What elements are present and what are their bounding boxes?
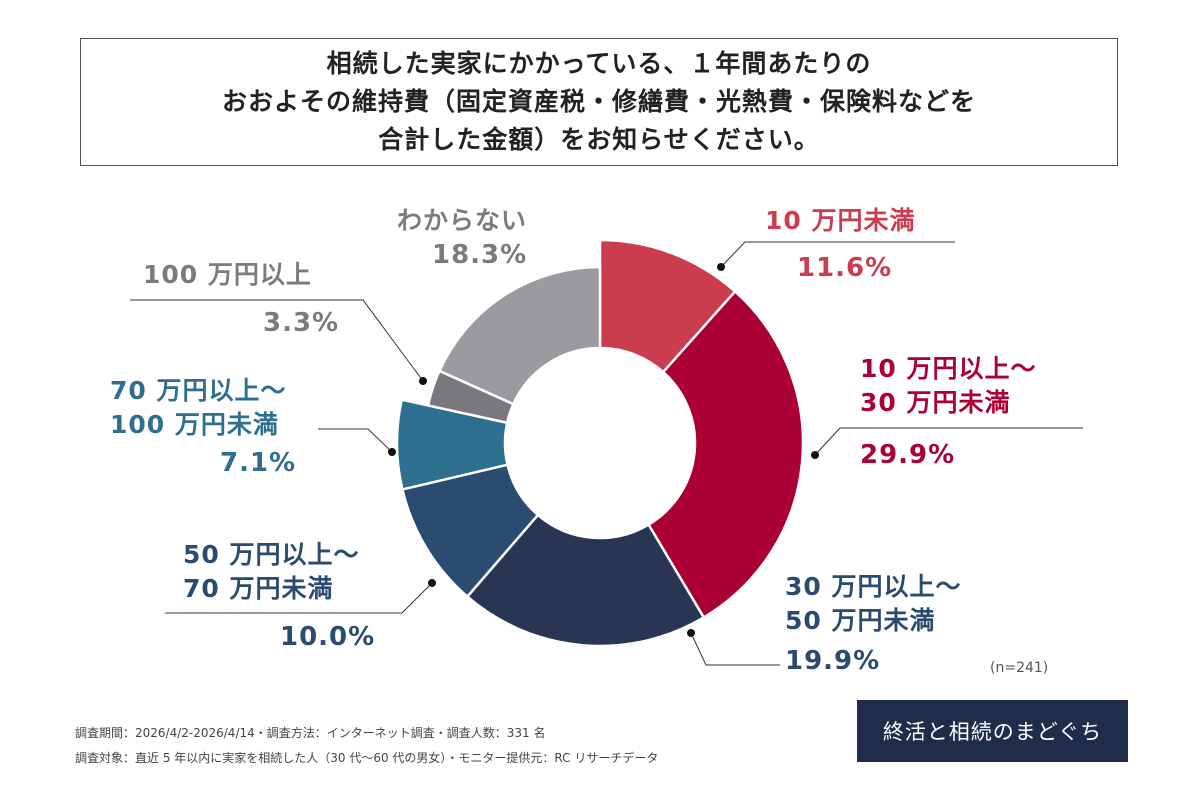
slice-7 [437, 265, 602, 406]
label-50-70-l1: 50 万円以上～ [183, 540, 360, 569]
label-under10: 10 万円未満 [765, 206, 916, 235]
label-30-50-l1: 30 万円以上～ [785, 572, 962, 601]
pct-30-50: 19.9% [785, 646, 881, 676]
slice-2 [646, 289, 805, 620]
brand-logo: 終活と相続のまどぐち [857, 700, 1128, 762]
label-unknown: わからない [397, 206, 528, 235]
title-line: おおよその維持費（固定資産税・修繕費・光熱費・保険料などを [221, 87, 976, 116]
pct-under10: 11.6% [797, 253, 893, 283]
leader-dots [388, 263, 819, 637]
label-over100: 100 万円以上 [143, 260, 312, 289]
leader-line [130, 299, 424, 382]
slice-5 [395, 398, 510, 491]
label-70-100-l2: 100 万円未満 [110, 410, 279, 439]
question-title: 相続した実家にかかっている、１年間あたりの おおよその維持費（固定資産税・修繕費… [80, 38, 1118, 166]
pct-10-30: 29.9% [860, 440, 956, 470]
label-10-30-l1: 10 万円以上～ [860, 354, 1037, 383]
sample-size: (n=241) [990, 660, 1049, 676]
label-70-100-l1: 70 万円以上～ [110, 376, 287, 405]
footer-survey-period: 調査期間：2026/4/2-2026/4/14・調査方法：インターネット調査・調… [75, 726, 546, 740]
label-10-30-l2: 30 万円未満 [860, 388, 1011, 417]
pct-over100: 3.3% [263, 308, 340, 338]
footer-survey-target: 調査対象：直近 5 年以内に実家を相続した人（30 代～60 代の男女）・モニタ… [75, 751, 659, 765]
leader-line [318, 428, 393, 453]
pct-50-70: 10.0% [280, 622, 376, 652]
title-line: 相続した実家にかかっている、１年間あたりの [326, 49, 872, 78]
leader-line [165, 582, 433, 614]
leader-line [720, 241, 955, 268]
pct-unknown: 18.3% [432, 240, 528, 270]
label-50-70-l2: 70 万円未満 [183, 574, 334, 603]
slice-3 [465, 513, 706, 648]
leader-lines [130, 241, 1083, 666]
label-30-50-l2: 50 万円未満 [785, 606, 936, 635]
pct-70-100: 7.1% [220, 448, 297, 478]
leader-line [690, 632, 780, 666]
title-line: 合計した金額）をお知らせください。 [378, 125, 820, 154]
leader-line [814, 427, 1083, 456]
